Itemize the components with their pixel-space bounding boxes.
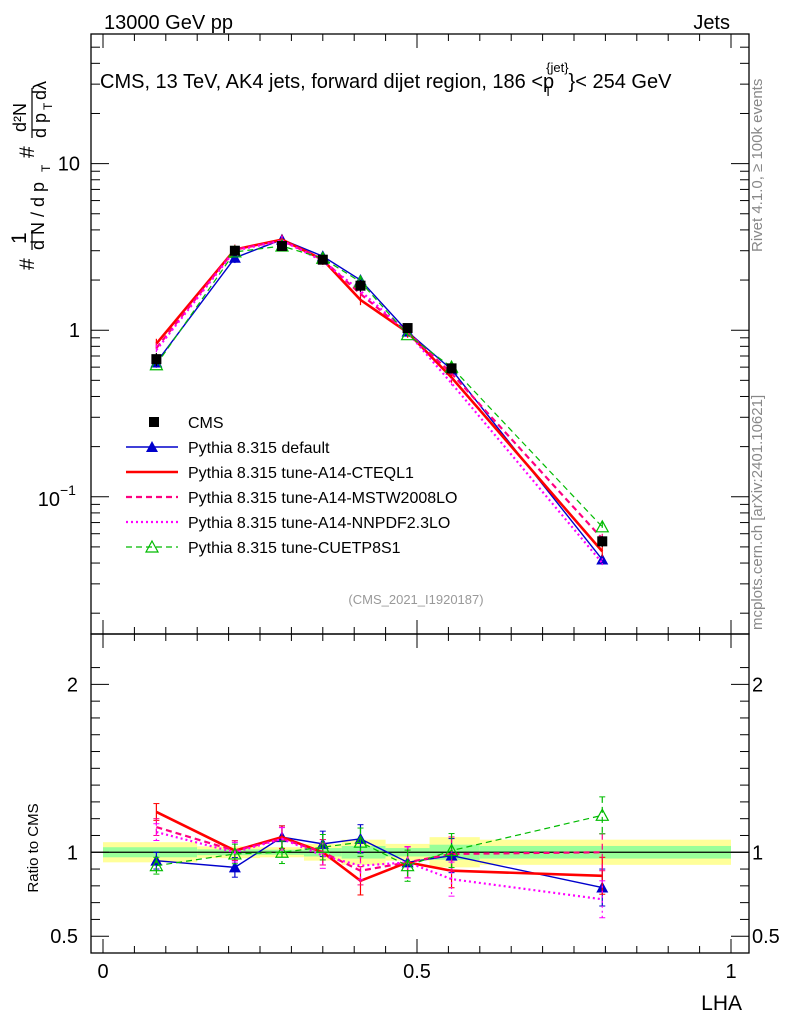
svg-text:d p: d p: [30, 113, 50, 138]
legend-marker: [144, 539, 160, 553]
series-layer: [149, 233, 610, 919]
y-tick-label: 10: [58, 154, 80, 176]
y-axis-label-ratio: Ratio to CMS: [25, 803, 42, 892]
data-point: [402, 323, 413, 334]
svg-text:#: #: [16, 146, 39, 158]
x-tick-label: 0.5: [403, 961, 431, 983]
data-point: [355, 280, 366, 291]
ratio-tick-label-right: 0.5: [752, 926, 780, 948]
legend-label: CMS: [188, 415, 224, 432]
svg-text:d N / d p: d N / d p: [28, 182, 48, 250]
series-point: [149, 357, 164, 371]
plot-frame: [90, 33, 750, 954]
data-point: [151, 354, 162, 365]
data-point: [317, 254, 328, 265]
svg-text:dλ: dλ: [30, 81, 50, 100]
analysis-label: (CMS_2021_I1920187): [348, 592, 483, 607]
x-tick-label: 0: [97, 961, 108, 983]
svg-text:T: T: [41, 102, 55, 110]
y-tick-exponent: −1: [60, 482, 76, 498]
ratio-frame: [90, 633, 750, 954]
svg-text:d²N: d²N: [10, 103, 30, 132]
series-line-ratio: [156, 836, 603, 889]
ratio-tick-label-left: 0.5: [50, 926, 78, 948]
ratio-point: [228, 861, 241, 873]
plot-title-sub: T: [544, 84, 552, 99]
legend-label: Pythia 8.315 tune-CUETP8S1: [188, 540, 401, 557]
category-label: Jets: [693, 12, 730, 34]
data-point: [276, 241, 287, 252]
legend-label: Pythia 8.315 tune-A14-NNPDF2.3LO: [188, 515, 450, 532]
y-axis-label-main: # 1 d N / d p T # d²N d p T dλ: [8, 81, 55, 270]
ratio-point: [353, 834, 368, 848]
rivet-label: Rivet 4.1.0, ≥ 100k events: [749, 79, 766, 252]
y-tick-label: 10: [38, 489, 60, 511]
svg-text:#: #: [16, 258, 39, 270]
ratio-point: [444, 843, 459, 857]
ratio-point: [595, 808, 610, 821]
plot-title: CMS, 13 TeV, AK4 jets, forward dijet reg…: [100, 60, 672, 99]
data-point: [597, 536, 608, 547]
series-line-main: [155, 238, 603, 560]
ratio-tick-label-left: 1: [67, 842, 78, 864]
x-tick-label: 1: [725, 961, 736, 983]
plot-title-main: CMS, 13 TeV, AK4 jets, forward dijet reg…: [100, 71, 554, 93]
data-point: [229, 245, 240, 256]
data-point: [446, 363, 457, 374]
ratio-point: [149, 858, 164, 872]
series-line-ratio: [156, 826, 603, 872]
legend-marker: [149, 417, 159, 427]
ratio-point: [315, 839, 330, 853]
ratio-tick-label-right: 2: [752, 674, 763, 696]
x-axis-label: LHA: [701, 992, 742, 1015]
ratio-point: [274, 845, 289, 858]
ratio-tick-label-left: 2: [67, 674, 78, 696]
series-point: [595, 519, 610, 533]
legend-marker: [146, 441, 158, 452]
plot-title-end: }< 254 GeV: [569, 71, 673, 93]
ratio-point: [400, 858, 415, 872]
legend-label: Pythia 8.315 tune-A14-MSTW2008LO: [188, 490, 457, 507]
legend: CMS Pythia 8.315 default Pythia 8.315 tune…: [126, 415, 457, 557]
plot-title-sup: {jet}: [546, 60, 569, 75]
legend-label: Pythia 8.315 tune-A14-CTEQL1: [188, 465, 414, 482]
ratio-tick-label-right: 1: [752, 842, 763, 864]
series-line-main: [155, 239, 604, 540]
y-tick-label: 1: [69, 320, 80, 342]
mcplots-label: mcplots.cern.ch [arXiv:2401.10621]: [749, 395, 766, 630]
legend-label: Pythia 8.315 default: [188, 440, 330, 457]
series-line-main: [155, 245, 603, 528]
series-point: [400, 327, 415, 341]
svg-text:1: 1: [8, 232, 31, 244]
svg-text:T: T: [39, 164, 53, 172]
ratio-point: [227, 846, 242, 860]
energy-label: 13000 GeV pp: [104, 12, 233, 34]
